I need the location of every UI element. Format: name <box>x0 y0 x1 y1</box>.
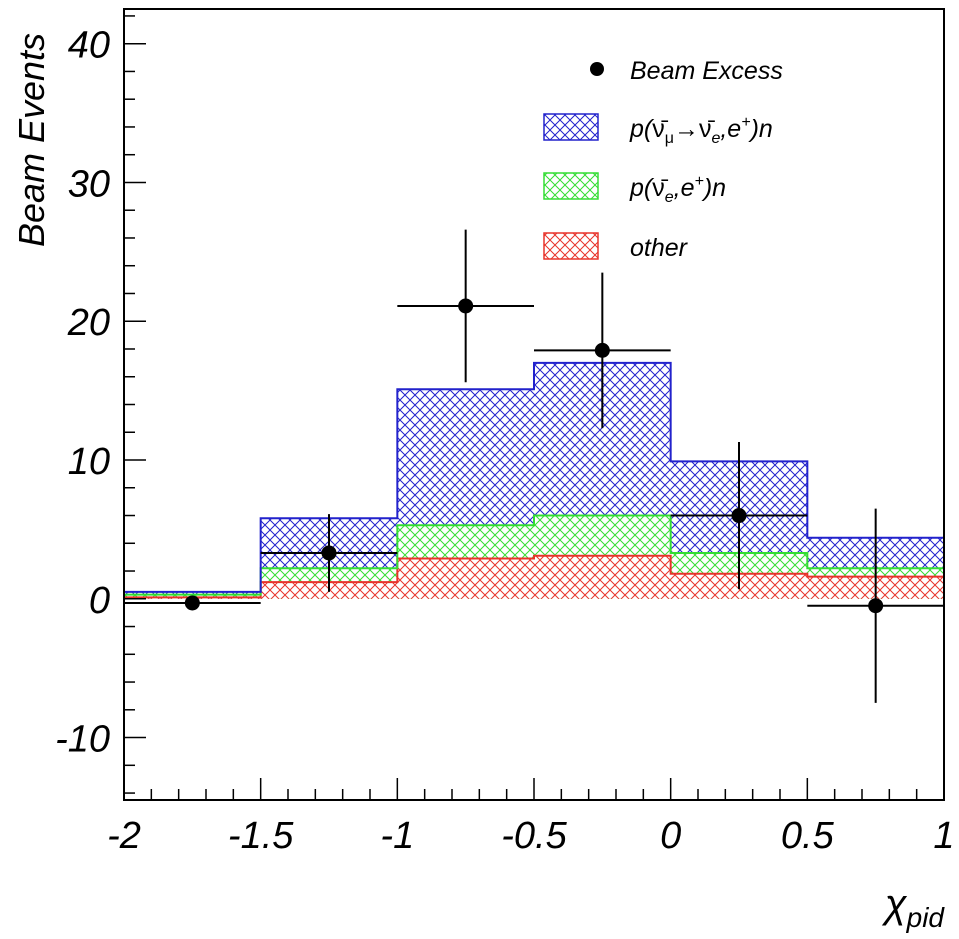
y-tick-label: 30 <box>68 163 110 205</box>
data-points <box>124 229 944 703</box>
bar-other-2 <box>397 558 534 599</box>
legend-label-nue: p(ν̄e,e+)n <box>629 173 726 206</box>
legend-marker-beam-excess <box>590 62 604 76</box>
y-axis-title: Beam Events <box>11 33 52 247</box>
x-tick-label: -2 <box>107 815 141 857</box>
data-point-4 <box>731 508 747 524</box>
legend-swatch-numu-numubar <box>543 113 599 141</box>
y-tick-label: 20 <box>67 302 110 344</box>
data-point-3 <box>594 342 610 358</box>
x-tick-label: 1 <box>933 815 954 857</box>
legend-label-other: other <box>630 234 689 262</box>
y-tick-label: 40 <box>68 25 110 67</box>
y-tick-label: 0 <box>89 580 110 622</box>
bar-other-3 <box>534 555 671 599</box>
x-tick-label: 0.5 <box>781 815 835 857</box>
outline-p-e-e-n <box>123 361 945 599</box>
data-point-0 <box>184 595 200 611</box>
x-tick-label: -1.5 <box>228 815 294 857</box>
legend: Beam Excess p(ν̄μ→ν̄e,e+)n p(ν̄e,e+)n ot… <box>543 57 783 262</box>
x-tick-label: -0.5 <box>501 815 567 857</box>
axis-ticks <box>123 15 945 800</box>
x-tick-label: 0 <box>660 815 681 857</box>
x-axis-title: χpid <box>882 882 946 933</box>
data-point-1 <box>321 545 337 561</box>
x-axis-title-symbol: χ <box>882 882 908 926</box>
y-tick-label: 10 <box>68 441 110 483</box>
tick-labels: -2 -1.5 -1 -0.5 0 0.5 1 -10 0 10 20 30 40 <box>55 25 954 857</box>
x-tick-label: -1 <box>380 815 414 857</box>
x-axis-title-subscript: pid <box>906 902 946 933</box>
data-point-5 <box>868 598 884 614</box>
histogram-fills <box>124 362 944 599</box>
legend-label-beam-excess: Beam Excess <box>630 57 783 85</box>
y-tick-label: -10 <box>55 719 110 761</box>
legend-swatch-nue <box>543 172 599 200</box>
legend-label-numu-nue: p(ν̄μ→ν̄e,e+)n <box>629 114 773 147</box>
data-point-2 <box>458 298 474 314</box>
legend-swatch-other <box>543 232 599 260</box>
histogram-outlines <box>123 361 945 599</box>
